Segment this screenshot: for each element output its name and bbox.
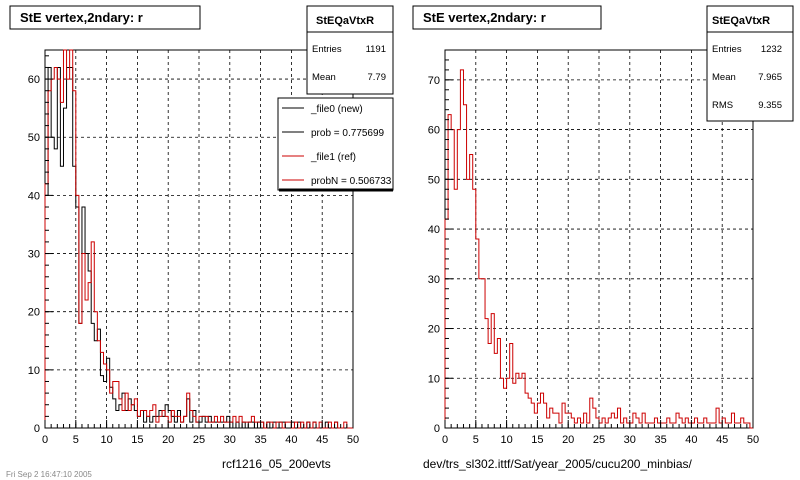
y-tick-label: 40 <box>428 224 440 236</box>
y-tick-label: 60 <box>428 125 440 137</box>
stats-mean-value: 7.965 <box>758 72 782 83</box>
x-tick-label: 10 <box>100 434 112 446</box>
x-tick-label: 40 <box>285 434 297 446</box>
x-tick-label: 15 <box>131 434 143 446</box>
x-tick-label: 20 <box>562 434 574 446</box>
stats-mean-label: Mean <box>312 72 336 83</box>
y-tick-label: 10 <box>428 373 440 385</box>
legend-label-probn: probN = 0.506733 <box>311 176 392 187</box>
x-tick-label: 15 <box>531 434 543 446</box>
panel-title: StE vertex,2ndary: r <box>423 10 546 25</box>
y-tick-label: 20 <box>428 324 440 336</box>
x-tick-label: 30 <box>624 434 636 446</box>
histogram-panel-left: 0 5 10 15 20 25 30 35 40 45 50 0 10 20 30 40 50 60 StE ve… <box>9 5 394 471</box>
x-tick-label: 0 <box>442 434 448 446</box>
stats-mean-label: Mean <box>712 72 736 83</box>
stats-box: StEQaVtxR Entries 1191 Mean 7.79 <box>306 5 394 95</box>
x-tick-label: 5 <box>473 434 479 446</box>
histogram-panel-right: 0 5 10 15 20 25 30 35 40 45 50 0 10 20 30 40 50 60 70 StE … <box>412 5 794 471</box>
histogram-series--file1-ref- <box>44 49 353 429</box>
y-tick-label: 40 <box>28 190 40 202</box>
y-tick-label: 70 <box>428 75 440 87</box>
x-tick-label: 35 <box>254 434 266 446</box>
y-tick-label: 0 <box>34 423 40 435</box>
x-tick-label: 10 <box>500 434 512 446</box>
legend-label-ref: _file1 (ref) <box>310 152 356 163</box>
legend-label-prob: prob = 0.775699 <box>311 128 385 139</box>
panel-caption: rcf1216_05_200evts <box>222 457 331 471</box>
legend-box: _file0 (new) prob = 0.775699 _file1 (ref… <box>277 97 394 192</box>
x-tick-label: 50 <box>747 434 759 446</box>
stats-box: StEQaVtxR Entries 1232 Mean 7.965 RMS 9.… <box>706 5 794 122</box>
x-tick-label: 25 <box>193 434 205 446</box>
stats-rms-label: RMS <box>712 100 733 111</box>
y-tick-label: 50 <box>428 174 440 186</box>
y-tick-label: 0 <box>434 423 440 435</box>
x-tick-label: 40 <box>685 434 697 446</box>
stats-rms-value: 9.355 <box>758 100 782 111</box>
stats-entries-value: 1191 <box>366 44 386 55</box>
panel-title: StE vertex,2ndary: r <box>20 10 143 25</box>
y-tick-label: 60 <box>28 74 40 86</box>
histogram-series-group <box>444 69 753 429</box>
y-tick-label: 20 <box>28 307 40 319</box>
legend-label-new: _file0 (new) <box>310 104 363 115</box>
stats-entries-label: Entries <box>712 44 742 55</box>
axis-ticks: 0 5 10 15 20 25 30 35 40 45 50 0 10 20 30 40 50 60 70 <box>428 49 759 446</box>
title-box <box>412 5 602 30</box>
stats-entries-value: 1232 <box>761 44 782 55</box>
x-tick-label: 50 <box>347 434 359 446</box>
x-tick-label: 45 <box>716 434 728 446</box>
y-tick-label: 30 <box>428 274 440 286</box>
histogram-series-red <box>444 69 753 429</box>
histogram-series-group <box>44 49 353 429</box>
x-tick-label: 5 <box>73 434 79 446</box>
y-tick-label: 10 <box>28 365 40 377</box>
x-tick-label: 25 <box>593 434 605 446</box>
stats-name: StEQaVtxR <box>712 15 770 27</box>
axis-ticks: 0 5 10 15 20 25 30 35 40 45 50 0 10 20 30 40 50 60 <box>28 55 359 446</box>
y-tick-label: 30 <box>28 249 40 261</box>
x-tick-label: 0 <box>42 434 48 446</box>
y-tick-label: 50 <box>28 132 40 144</box>
x-tick-label: 20 <box>162 434 174 446</box>
panel-caption: dev/trs_sl302.ittf/Sat/year_2005/cucu200… <box>423 457 692 471</box>
title-box <box>9 5 201 30</box>
stats-entries-label: Entries <box>312 44 342 55</box>
stats-mean-value: 7.79 <box>368 72 387 83</box>
x-tick-label: 30 <box>224 434 236 446</box>
stats-name: StEQaVtxR <box>316 15 374 27</box>
x-tick-label: 35 <box>654 434 666 446</box>
x-tick-label: 45 <box>316 434 328 446</box>
timestamp-footer: Fri Sep 2 16:47:10 2005 <box>6 470 92 479</box>
